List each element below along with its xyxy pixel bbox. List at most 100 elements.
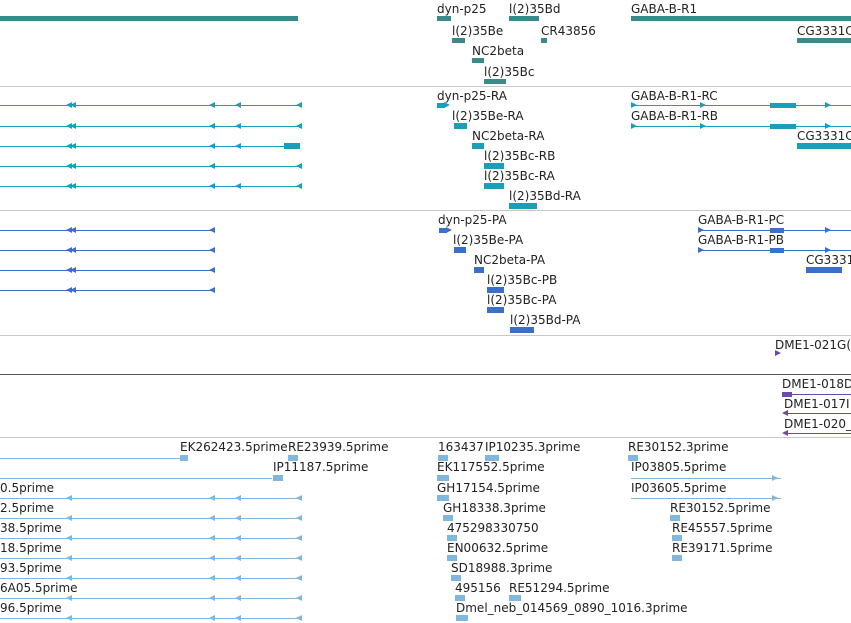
est-feature[interactable]: [288, 455, 298, 461]
transcript-exon[interactable]: [770, 124, 796, 129]
est-label[interactable]: 495156: [455, 581, 501, 595]
est-label[interactable]: Dmel_neb_014569_0890_1016.3prime: [456, 601, 688, 615]
est-feature[interactable]: [437, 495, 449, 501]
est-feature[interactable]: [509, 595, 521, 601]
transcript-exon[interactable]: [484, 163, 504, 169]
dme-feature[interactable]: [782, 392, 792, 397]
transcript-label[interactable]: l(2)35Bc-RB: [484, 149, 556, 163]
est-label[interactable]: 96.5prime: [0, 601, 62, 615]
strand-arrow-icon[interactable]: [775, 350, 781, 356]
gene-label[interactable]: l(2)35Bd: [509, 2, 561, 16]
transcript-exon[interactable]: [437, 103, 445, 108]
est-feature[interactable]: [451, 575, 461, 581]
est-feature[interactable]: [447, 555, 457, 561]
protein-cds[interactable]: [770, 228, 784, 233]
gene-label[interactable]: NC2beta: [472, 44, 525, 58]
transcript-label[interactable]: l(2)35Be-RA: [452, 109, 524, 123]
protein-cds[interactable]: [510, 327, 534, 333]
dme-label[interactable]: DME1-017I: [784, 397, 850, 411]
gene-label[interactable]: dyn-p25: [437, 2, 487, 16]
gene-label[interactable]: CR43856: [541, 24, 596, 38]
transcript-label[interactable]: l(2)35Bd-RA: [509, 189, 581, 203]
dme-label[interactable]: DME1-018D: [782, 377, 851, 391]
est-feature[interactable]: [447, 535, 457, 541]
est-label[interactable]: SD18988.3prime: [451, 561, 553, 575]
est-label[interactable]: 18.5prime: [0, 541, 62, 555]
dme-label[interactable]: DME1-021G(: [775, 338, 851, 352]
protein-label[interactable]: l(2)35Bd-PA: [510, 313, 581, 327]
est-feature[interactable]: [180, 455, 188, 461]
transcript-label[interactable]: dyn-p25-RA: [437, 89, 507, 103]
transcript-label[interactable]: GABA-B-R1-RB: [631, 109, 719, 123]
gene-label[interactable]: l(2)35Bc: [484, 65, 535, 79]
protein-cds[interactable]: [487, 287, 504, 293]
est-feature[interactable]: [438, 455, 448, 461]
protein-cds[interactable]: [770, 248, 784, 253]
protein-cds[interactable]: [454, 247, 466, 253]
est-label[interactable]: IP11187.5prime: [273, 460, 369, 474]
est-label[interactable]: 6A05.5prime: [0, 581, 78, 595]
gene-feature[interactable]: [509, 16, 539, 21]
gene-feature[interactable]: [472, 58, 484, 63]
est-label[interactable]: RE51294.5prime: [509, 581, 610, 595]
gene-feature[interactable]: [452, 38, 465, 43]
transcript-label[interactable]: CG3331C: [797, 129, 851, 143]
transcript-exon[interactable]: [472, 143, 484, 149]
est-label[interactable]: GH17154.5prime: [437, 481, 540, 495]
protein-label[interactable]: GABA-B-R1-PC: [698, 213, 785, 227]
est-feature[interactable]: [672, 535, 682, 541]
est-feature[interactable]: [443, 515, 453, 521]
gene-feature[interactable]: [484, 79, 506, 84]
protein-label[interactable]: NC2beta-PA: [474, 253, 546, 267]
est-label[interactable]: RE30152.3prime: [628, 440, 729, 454]
transcript-exon[interactable]: [284, 143, 300, 149]
est-label[interactable]: EN00632.5prime: [447, 541, 549, 555]
transcript-exon[interactable]: [454, 123, 467, 129]
transcript-label[interactable]: l(2)35Bc-RA: [484, 169, 555, 183]
protein-label[interactable]: GABA-B-R1-PB: [698, 233, 784, 247]
transcript-exon[interactable]: [509, 203, 537, 209]
gene-feature[interactable]: [541, 38, 547, 43]
gene-feature[interactable]: [797, 38, 851, 43]
transcript-label[interactable]: NC2beta-RA: [472, 129, 545, 143]
est-label[interactable]: RE30152.5prime: [670, 501, 771, 515]
est-label[interactable]: 38.5prime: [0, 521, 62, 535]
gene-label[interactable]: GABA-B-R1: [631, 2, 698, 16]
est-feature[interactable]: [273, 475, 283, 481]
est-label[interactable]: GH18338.3prime: [443, 501, 546, 515]
transcript-label[interactable]: GABA-B-R1-RC: [631, 89, 718, 103]
est-label[interactable]: 2.5prime: [0, 501, 55, 515]
gene-label[interactable]: l(2)35Be: [452, 24, 504, 38]
transcript-exon[interactable]: [484, 183, 504, 189]
dme-label[interactable]: DME1-020_: [784, 417, 851, 431]
est-label[interactable]: RE39171.5prime: [672, 541, 773, 555]
est-label[interactable]: EK262423.5prime: [180, 440, 288, 454]
est-label[interactable]: 93.5prime: [0, 561, 62, 575]
est-feature[interactable]: [455, 595, 465, 601]
transcript-exon[interactable]: [770, 103, 796, 108]
transcript-exon[interactable]: [797, 143, 851, 149]
est-label[interactable]: IP03805.5prime: [631, 460, 727, 474]
protein-label[interactable]: l(2)35Bc-PB: [487, 273, 558, 287]
protein-label[interactable]: l(2)35Be-PA: [453, 233, 524, 247]
est-label[interactable]: IP10235.3prime: [485, 440, 581, 454]
protein-cds[interactable]: [474, 267, 484, 273]
protein-label[interactable]: dyn-p25-PA: [438, 213, 507, 227]
est-feature[interactable]: [628, 455, 638, 461]
protein-cds[interactable]: [806, 267, 842, 273]
est-label[interactable]: 475298330750: [447, 521, 539, 535]
est-feature[interactable]: [485, 455, 499, 461]
protein-cds[interactable]: [487, 307, 504, 313]
est-label[interactable]: IP03605.5prime: [631, 481, 727, 495]
est-feature[interactable]: [670, 515, 680, 521]
gene-feature[interactable]: [631, 16, 851, 21]
gene-feature[interactable]: [437, 16, 451, 21]
est-label[interactable]: 0.5prime: [0, 481, 55, 495]
protein-label[interactable]: CG3331: [806, 253, 851, 267]
est-label[interactable]: EK117552.5prime: [437, 460, 545, 474]
protein-cds[interactable]: [439, 228, 447, 233]
gene-feature[interactable]: [0, 16, 298, 21]
est-feature[interactable]: [437, 475, 449, 481]
gene-label[interactable]: CG3331C: [797, 24, 851, 38]
est-feature[interactable]: [456, 615, 468, 621]
